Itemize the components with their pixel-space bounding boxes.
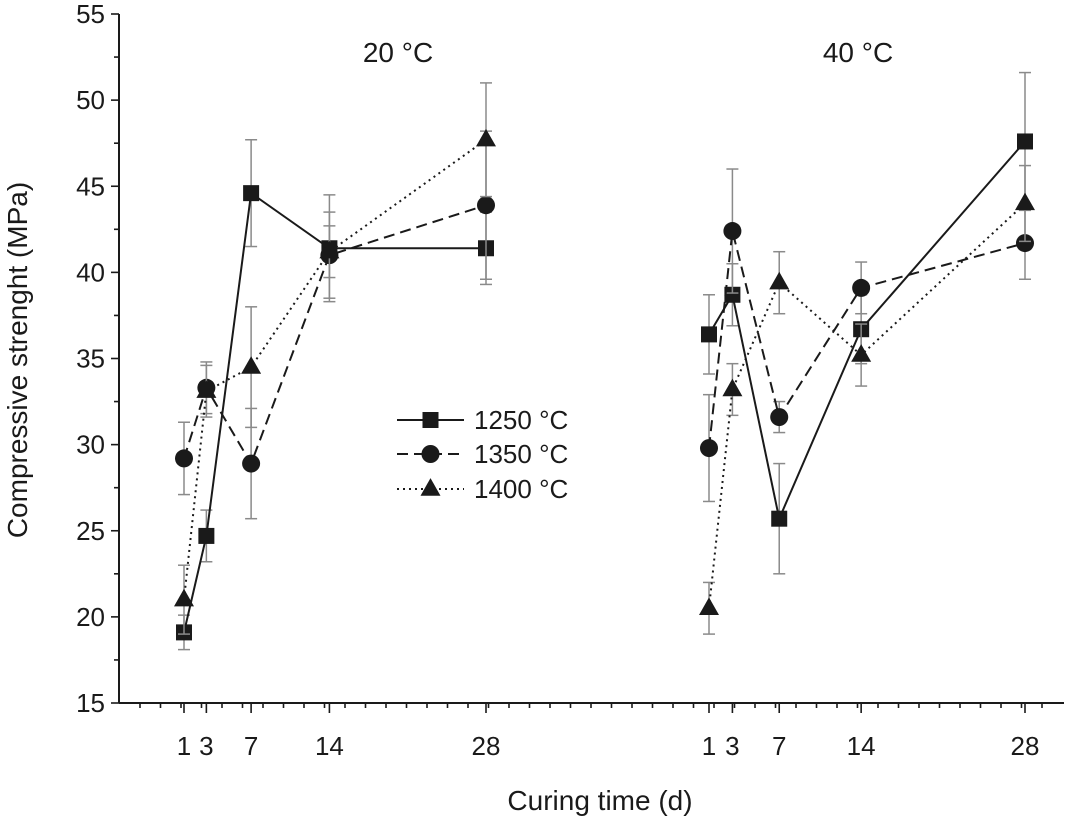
data-point-square [771,510,788,527]
axes [118,14,1064,704]
series-line [183,138,487,600]
data-point-triangle [1015,192,1035,211]
legend-label: 1350 °C [474,439,568,469]
x-axis-title: Curing time (d) [507,785,692,816]
x-tick-label: 1 [177,731,191,761]
data-point-triangle [722,378,743,397]
data-point-triangle [851,344,872,362]
y-tick-label: 55 [76,0,105,29]
data-point-triangle [241,356,262,374]
y-axis-title: Compressive strenght (MPa) [2,182,33,538]
x-tick-label: 14 [847,731,876,761]
y-tick-label: 40 [76,257,105,287]
series-square [701,71,1033,575]
legend-label: 1400 °C [474,474,568,504]
data-point-square [724,286,741,303]
x-axis-ticks: 1 3 7 14 28 1 3 7 14 28 [139,703,1043,761]
legend-item: 1250 °C [397,405,568,435]
data-point-circle [242,454,261,473]
series-circle [175,130,495,520]
data-point-circle [477,196,495,215]
x-tick-label: 3 [725,731,739,761]
series-square [176,138,494,651]
data-point-triangle [699,597,719,615]
data-point-triangle [420,478,441,496]
data-point-square [422,412,439,428]
data-point-circle [770,408,789,427]
data-point-square [701,326,717,343]
data-point-triangle [476,128,496,147]
x-tick-label: 14 [315,731,344,761]
legend: 1250 °C 1350 °C 1400 °C [397,405,568,504]
data-point-triangle [769,271,790,290]
series-layer [174,71,1035,651]
panel-title: 40 °C [823,37,893,68]
legend-item: 1400 °C [397,474,568,504]
legend-item: 1350 °C [397,439,568,469]
data-point-square [243,185,260,202]
data-point-triangle [319,240,340,259]
x-tick-label: 3 [199,731,213,761]
y-axis-ticks: 15 20 25 30 35 40 45 50 55 [76,0,119,718]
data-point-circle [175,449,193,468]
x-tick-label: 7 [772,731,786,761]
data-point-circle [700,439,718,458]
data-point-square [198,527,215,544]
data-point-circle [1016,234,1034,253]
x-tick-label: 28 [1011,731,1040,761]
data-point-square [1017,133,1033,150]
y-tick-label: 35 [76,344,105,374]
y-tick-label: 50 [76,85,105,115]
data-point-circle [421,445,440,463]
series-triangle [699,164,1035,635]
series-triangle [174,82,496,635]
y-tick-label: 45 [76,171,105,201]
series-line [708,230,1026,449]
panel-title: 20 °C [363,37,433,68]
data-point-triangle [196,380,217,398]
x-tick-label: 1 [702,731,716,761]
y-tick-label: 15 [76,688,105,718]
y-tick-label: 20 [76,602,105,632]
data-point-circle [852,278,871,297]
x-tick-label: 7 [244,731,258,761]
legend-label: 1250 °C [474,405,568,435]
data-point-triangle [174,588,194,607]
series-circle [700,168,1034,503]
y-tick-label: 30 [76,430,105,460]
data-point-circle [723,222,742,241]
panel-titles: 20 °C 40 °C [363,37,893,68]
x-tick-label: 28 [472,731,501,761]
y-tick-label: 25 [76,516,105,546]
